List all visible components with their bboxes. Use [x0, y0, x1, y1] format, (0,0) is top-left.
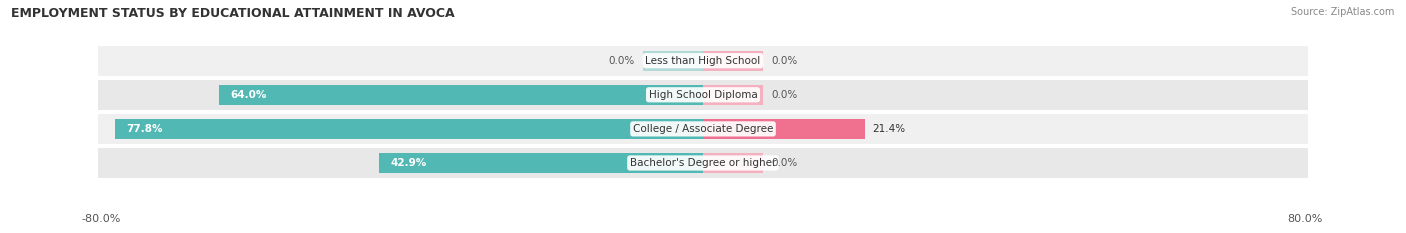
Text: 80.0%: 80.0% [1286, 214, 1323, 224]
Text: EMPLOYMENT STATUS BY EDUCATIONAL ATTAINMENT IN AVOCA: EMPLOYMENT STATUS BY EDUCATIONAL ATTAINM… [11, 7, 456, 20]
Text: College / Associate Degree: College / Associate Degree [633, 124, 773, 134]
Bar [98, 114, 1308, 144]
Text: 77.8%: 77.8% [127, 124, 163, 134]
Text: Bachelor's Degree or higher: Bachelor's Degree or higher [630, 158, 776, 168]
Text: Source: ZipAtlas.com: Source: ZipAtlas.com [1291, 7, 1395, 17]
Text: 0.0%: 0.0% [770, 90, 797, 100]
Text: 64.0%: 64.0% [231, 90, 267, 100]
Bar [98, 46, 1308, 76]
Bar [378, 153, 703, 173]
Text: 42.9%: 42.9% [389, 158, 426, 168]
Bar [703, 119, 865, 139]
Bar [115, 119, 703, 139]
Bar [98, 148, 1308, 178]
Bar [703, 85, 763, 105]
Text: 0.0%: 0.0% [609, 56, 636, 66]
Bar [643, 51, 703, 71]
Bar [703, 153, 763, 173]
Text: 0.0%: 0.0% [770, 56, 797, 66]
Bar [703, 51, 763, 71]
Text: Less than High School: Less than High School [645, 56, 761, 66]
Bar [219, 85, 703, 105]
Bar [98, 80, 1308, 110]
Text: 0.0%: 0.0% [770, 158, 797, 168]
Text: 21.4%: 21.4% [872, 124, 905, 134]
Text: -80.0%: -80.0% [82, 214, 121, 224]
Text: High School Diploma: High School Diploma [648, 90, 758, 100]
